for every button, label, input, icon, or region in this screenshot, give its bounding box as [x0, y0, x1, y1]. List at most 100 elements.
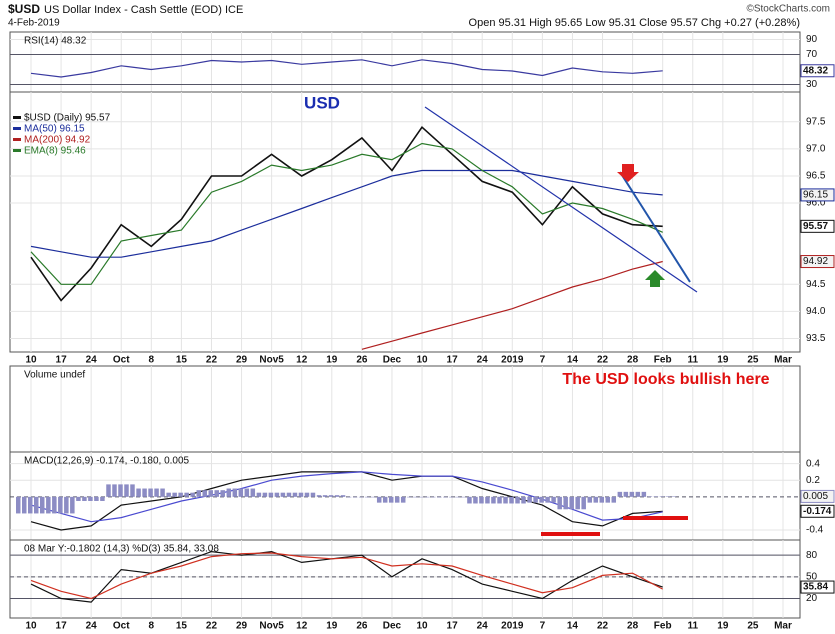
histogram-bar [653, 496, 659, 497]
histogram-bar [388, 496, 394, 503]
histogram-bar [611, 496, 617, 503]
histogram-bar [46, 496, 51, 514]
histogram-bar [370, 496, 376, 498]
histogram-bar [352, 496, 358, 498]
histogram-bar [400, 496, 406, 503]
histogram-bar [334, 495, 340, 497]
y-tick-label: 80 [806, 550, 818, 561]
series-line [30, 471, 663, 523]
up-arrow [645, 270, 665, 287]
histogram-bar [671, 496, 677, 497]
histogram-bar [214, 490, 219, 497]
value-badge-label: 95.57 [803, 221, 828, 232]
x-tick-label: Dec [383, 355, 402, 366]
y-tick-label: 94.5 [806, 279, 826, 290]
x-tick-label: 24 [477, 355, 489, 366]
histogram-bar [322, 495, 328, 497]
histogram-bar [262, 492, 268, 497]
x-tick-label: Feb [654, 355, 672, 366]
credit: ©StockCharts.com [746, 4, 830, 15]
symbol: $USD [8, 2, 40, 16]
date: 4-Feb-2019 [8, 18, 60, 29]
histogram-bar [364, 496, 370, 498]
histogram-bar [238, 488, 244, 497]
histogram-bar [82, 496, 87, 501]
value-badge [800, 219, 835, 233]
x-tick-label: Oct [113, 355, 130, 366]
panel [9, 91, 801, 353]
x-tick-label: 22 [206, 355, 218, 366]
panel-title: Volume undef [24, 370, 85, 381]
y-tick-label: 97.0 [806, 144, 826, 155]
x-tick-label: 25 [747, 355, 759, 366]
histogram-bar [172, 492, 177, 497]
histogram-bar [286, 492, 292, 497]
histogram-bar [509, 496, 514, 504]
x-tick-label: 17 [56, 621, 68, 632]
legend-swatch [13, 116, 21, 119]
legend-swatch [13, 127, 21, 130]
histogram-bar [358, 496, 364, 498]
legend-swatch [13, 138, 21, 141]
histogram-bar [527, 496, 532, 503]
y-tick-label: 96.5 [806, 171, 826, 182]
panel-title: MACD(12,26,9) -0.174, -0.180, 0.005 [24, 456, 190, 467]
histogram-bar [425, 496, 430, 498]
histogram-bar [599, 496, 605, 503]
value-badge-label: 96.15 [803, 190, 828, 201]
annotation: USD [304, 93, 340, 112]
histogram-bar [479, 496, 484, 504]
panel [9, 539, 801, 619]
x-tick-label: 11 [687, 621, 698, 632]
histogram-bar [268, 492, 274, 497]
histogram-bar [407, 496, 412, 498]
x-tick-label: 24 [86, 621, 98, 632]
histogram-bar [226, 488, 232, 497]
value-badge-label: 48.32 [803, 65, 828, 76]
panel-title: 08 Mar Y:-0.1802 (14,3) %D(3) 35.84, 33.… [24, 544, 219, 555]
histogram-bar [605, 496, 611, 503]
y-tick-label: 0.2 [806, 475, 820, 486]
histogram-bar [112, 484, 117, 497]
y-tick-label: 97.5 [806, 116, 826, 127]
panel-title: RSI(14) 48.32 [24, 36, 87, 47]
histogram-bar [473, 496, 478, 504]
histogram-bar [136, 488, 141, 497]
histogram-bar [148, 488, 153, 497]
histogram-bar [16, 496, 21, 514]
histogram-bar [593, 496, 599, 503]
value-badge [800, 504, 835, 518]
series-line [361, 260, 663, 350]
value-badge [800, 580, 835, 594]
histogram-bar [641, 491, 647, 497]
y-tick-label: -0.4 [806, 525, 824, 536]
x-tick-label: 17 [447, 621, 459, 632]
histogram-bar [196, 490, 201, 497]
histogram-bar [232, 488, 238, 497]
histogram-bar [28, 496, 33, 514]
histogram-bar [208, 490, 213, 497]
y-tick-label: 30 [806, 79, 818, 90]
histogram-bar [545, 496, 550, 503]
histogram-bar [557, 496, 562, 510]
x-tick-label: 14 [567, 621, 579, 632]
value-badge-label: 0.005 [803, 491, 828, 502]
histogram-bar [256, 492, 262, 497]
histogram-bar [394, 496, 400, 503]
histogram-bar [64, 496, 69, 514]
y-tick-label: 94.0 [806, 306, 826, 317]
histogram-bar [515, 496, 520, 504]
x-tick-label: 22 [597, 621, 609, 632]
drawings [424, 106, 698, 536]
x-tick-label: 19 [717, 621, 729, 632]
x-tick-label: 26 [356, 621, 368, 632]
value-badge-label: -0.174 [803, 506, 832, 517]
series-line [30, 125, 663, 302]
histogram-bar [220, 490, 225, 497]
series-line [30, 142, 663, 285]
x-tick-label: 12 [296, 621, 308, 632]
value-badge [800, 489, 835, 503]
x-tick-label: 28 [627, 621, 639, 632]
value-badge [800, 188, 835, 202]
